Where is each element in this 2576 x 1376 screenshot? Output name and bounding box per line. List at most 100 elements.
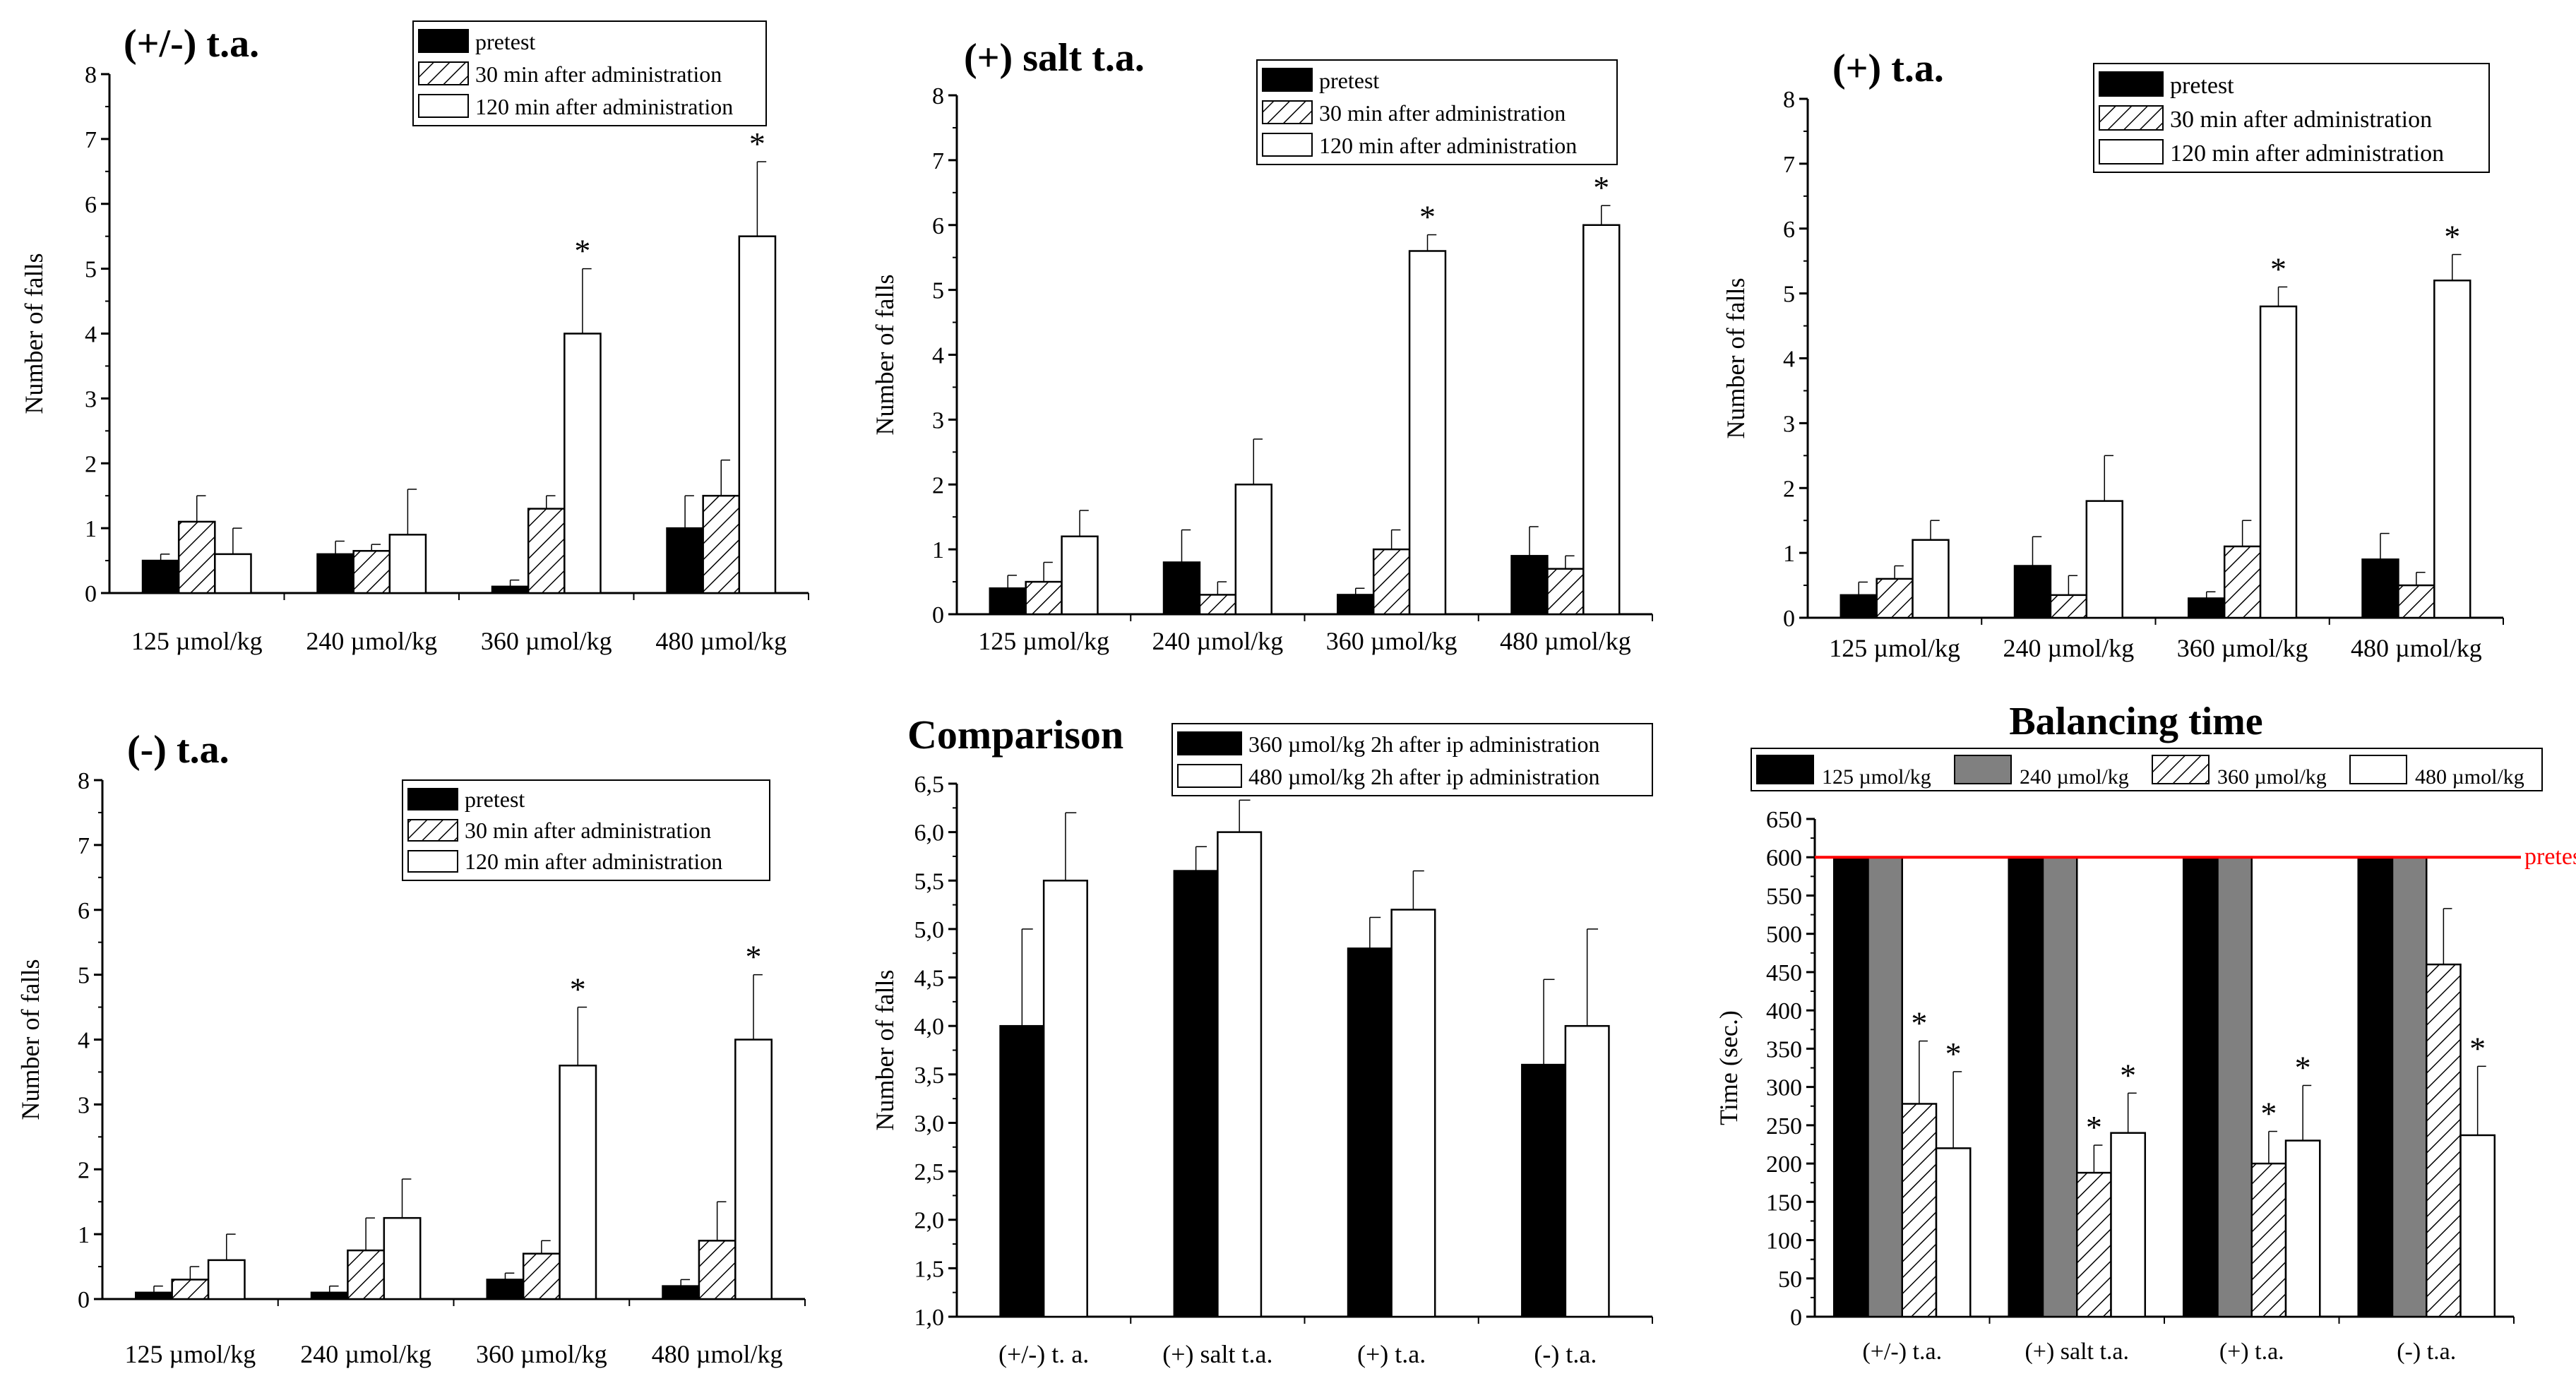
legend-swatch bbox=[1177, 731, 1242, 755]
y-tick-label: 200 bbox=[1766, 1151, 1802, 1178]
bar bbox=[2085, 500, 2123, 619]
x-tick-label: (+) salt t.a. bbox=[1162, 1340, 1272, 1368]
legend-swatch bbox=[1262, 100, 1313, 124]
legend-label: 120 min after administration bbox=[465, 849, 722, 874]
y-tick-label: 2 bbox=[932, 472, 944, 498]
legend-label: 360 µmol/kg 2h after ip administration bbox=[1248, 731, 1599, 757]
y-tick-label: 2,5 bbox=[914, 1159, 945, 1185]
legend-swatch bbox=[407, 788, 458, 810]
y-tick-label: 7 bbox=[932, 148, 944, 174]
bar bbox=[2041, 856, 2078, 1318]
legend-label: 30 min after administration bbox=[2170, 107, 2432, 133]
legend-box bbox=[1171, 723, 1653, 796]
legend-label: 30 min after administration bbox=[465, 818, 711, 843]
chart-title: (+) salt t.a. bbox=[964, 36, 1145, 80]
x-tick-label: (+) t.a. bbox=[1357, 1340, 1426, 1368]
x-tick-label: 480 µmol/kg bbox=[655, 627, 787, 655]
y-tick-label: 5 bbox=[1783, 282, 1795, 308]
bar bbox=[989, 587, 1027, 616]
x-tick-label: 360 µmol/kg bbox=[476, 1340, 607, 1368]
bar bbox=[1867, 856, 1904, 1318]
significance-marker: * bbox=[2444, 219, 2460, 255]
legend: pretest 30 min after administration 120 mi… bbox=[1256, 59, 1618, 165]
y-tick-label: 7 bbox=[85, 127, 97, 153]
y-tick-label: 4,5 bbox=[914, 966, 945, 992]
y-tick-label: 6 bbox=[1783, 217, 1795, 243]
y-tick-label: 8 bbox=[78, 768, 90, 794]
significance-marker: * bbox=[1419, 199, 1436, 235]
legend-label: 240 µmol/kg bbox=[2020, 765, 2129, 789]
legend-label: pretest bbox=[1319, 68, 1379, 93]
bar bbox=[662, 1285, 700, 1300]
y-tick-label: 4 bbox=[1783, 347, 1795, 373]
significance-marker: * bbox=[2469, 1030, 2486, 1066]
y-tick-label: 450 bbox=[1766, 960, 1802, 986]
bar bbox=[2250, 1162, 2287, 1318]
bar bbox=[738, 235, 777, 594]
y-tick-label: 8 bbox=[85, 62, 97, 88]
y-tick-label: 3 bbox=[1783, 411, 1795, 437]
bar bbox=[1025, 580, 1063, 616]
bar bbox=[2076, 1171, 2112, 1318]
y-tick-label: 1 bbox=[1783, 541, 1795, 567]
x-tick-label: 480 µmol/kg bbox=[2351, 634, 2482, 662]
bar bbox=[310, 1291, 349, 1300]
bar bbox=[1510, 555, 1549, 616]
y-tick-label: 100 bbox=[1766, 1228, 1802, 1255]
y-tick-label: 300 bbox=[1766, 1075, 1802, 1101]
legend-label: pretest bbox=[2170, 73, 2234, 99]
bar bbox=[666, 527, 704, 594]
legend-label: 120 min after administration bbox=[475, 94, 733, 119]
bar bbox=[2397, 584, 2435, 619]
x-tick-label: 360 µmol/kg bbox=[1326, 627, 1457, 655]
legend-swatch bbox=[418, 94, 469, 118]
y-tick-label: 1,0 bbox=[914, 1305, 945, 1331]
chart-panel-4: (-) t.a. Number of falls 0 1 2 3 4 5 6 7 8 125 µmol… bbox=[16, 728, 806, 1368]
bar bbox=[141, 559, 180, 594]
y-tick-label: 6 bbox=[78, 898, 90, 924]
legend-swatch bbox=[1262, 68, 1313, 92]
y-tick-label: 0 bbox=[932, 602, 944, 628]
bar bbox=[1173, 870, 1219, 1318]
legend-label: 480 µmol/kg 2h after ip administration bbox=[1248, 764, 1599, 789]
x-tick-label: (+/-) t.a. bbox=[1862, 1339, 1942, 1365]
legend: pretest 30 min after administration 120 mi… bbox=[2093, 63, 2490, 173]
bar bbox=[2391, 856, 2428, 1318]
y-tick-label: 650 bbox=[1766, 807, 1802, 833]
bar bbox=[135, 1291, 173, 1300]
chart-panel-1: (+/-) t.a. Number of falls 0 1 2 3 4 5 6 7 8 125 µm… bbox=[20, 20, 809, 655]
legend-swatch bbox=[418, 61, 469, 85]
bar bbox=[2008, 856, 2044, 1318]
x-tick-label: 240 µmol/kg bbox=[306, 627, 437, 655]
y-axis-label: Time (sec.) bbox=[1715, 1010, 1743, 1125]
bar bbox=[388, 534, 427, 594]
x-tick-label: (+) t.a. bbox=[2219, 1339, 2284, 1365]
chart-title: Comparison bbox=[907, 712, 1123, 758]
legend-box bbox=[412, 20, 767, 126]
legend: pretest 30 min after administration 120 mi… bbox=[402, 779, 770, 881]
y-tick-label: 1 bbox=[85, 516, 97, 542]
bar bbox=[2459, 1134, 2496, 1318]
bar bbox=[1162, 561, 1201, 616]
bar bbox=[1564, 1024, 1610, 1318]
legend-label: 125 µmol/kg bbox=[1822, 765, 1931, 789]
significance-marker: * bbox=[2295, 1049, 2311, 1085]
y-tick-label: 6 bbox=[932, 213, 944, 239]
y-tick-label: 0 bbox=[1783, 606, 1795, 632]
y-tick-label: 5,0 bbox=[914, 917, 945, 943]
bar bbox=[1839, 594, 1878, 619]
reference-line-label: pretest bbox=[2524, 844, 2576, 870]
x-tick-label: 125 µmol/kg bbox=[1829, 634, 1960, 662]
bar bbox=[383, 1216, 422, 1300]
y-tick-label: 8 bbox=[932, 83, 944, 109]
bar bbox=[1198, 594, 1237, 616]
bar bbox=[1876, 578, 1914, 619]
legend-label: 30 min after administration bbox=[1319, 100, 1566, 126]
bar bbox=[522, 1252, 561, 1300]
bar bbox=[1234, 484, 1272, 616]
x-tick-label: 240 µmol/kg bbox=[2003, 634, 2135, 662]
bar bbox=[999, 1024, 1045, 1318]
bar bbox=[2223, 545, 2262, 619]
bar bbox=[1061, 535, 1099, 616]
